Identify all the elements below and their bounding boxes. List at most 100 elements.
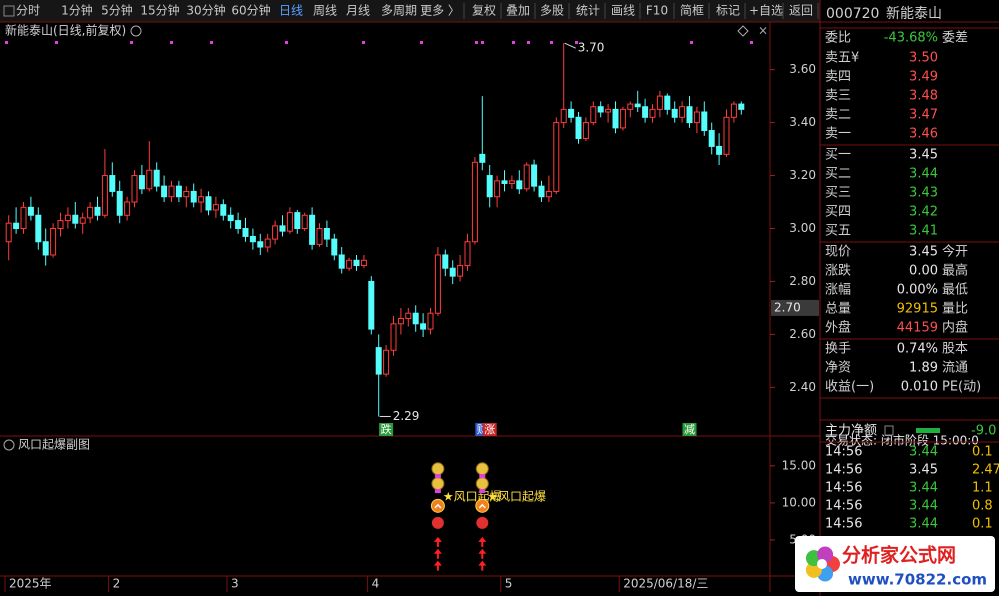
net-flow-value: -9.0 (971, 424, 996, 439)
candle-body (50, 228, 57, 256)
toolbar-button[interactable]: 周线 (313, 4, 337, 18)
event-badge[interactable] (682, 423, 697, 436)
red-arrow (478, 548, 487, 559)
annotation-label: 2.29 (393, 409, 420, 423)
candle-body (671, 108, 678, 118)
title-icon[interactable] (130, 25, 142, 37)
toolbar-button[interactable]: +自选 (749, 4, 783, 18)
toolbar-button[interactable]: 更多 〉 (420, 4, 460, 18)
signal-label: ★风口起爆 (487, 489, 546, 503)
close-icon[interactable]: × (758, 24, 768, 38)
toolbar-button[interactable]: 简框 (680, 4, 704, 18)
quote-value: 3.45 (909, 148, 938, 163)
toolbar-button[interactable]: 返回 (789, 4, 813, 18)
candle-body (101, 175, 108, 216)
logo-box (795, 536, 995, 592)
candle-body (464, 241, 471, 267)
net-flow-bar (916, 428, 940, 433)
toolbar-button[interactable]: 60分钟 (231, 3, 270, 18)
toolbar-button[interactable]: 分时 (16, 4, 40, 18)
menu-icon[interactable] (3, 5, 15, 17)
toolbar-button[interactable]: F10 (646, 4, 668, 18)
signal-dot (130, 41, 133, 44)
candle-body (294, 212, 301, 230)
candle-body (501, 180, 508, 184)
toolbar-button[interactable]: 日线 (279, 4, 303, 18)
candle-body (272, 225, 279, 240)
candle-body (597, 106, 604, 113)
quote-value: 3.42 (909, 205, 938, 220)
toolbar-button[interactable]: 画线 (611, 4, 635, 18)
event-label[interactable]: 跌 (381, 422, 392, 436)
quote-label: 总量 (825, 302, 851, 317)
candle-body (375, 347, 382, 375)
y-tick-label: 2.80 (789, 274, 816, 288)
candle-body (457, 265, 464, 277)
candle-body (568, 108, 575, 118)
candle-body (131, 175, 138, 203)
event-label[interactable]: 涨 (484, 423, 495, 436)
toolbar-button[interactable]: 叠加 (506, 4, 530, 18)
candle-body (190, 190, 197, 203)
toolbar-button[interactable]: 1分钟 (61, 3, 93, 18)
event-label[interactable]: 财 (477, 422, 488, 436)
event-badge[interactable] (379, 423, 394, 436)
toolbar-button[interactable]: 多周期 (381, 4, 417, 18)
candle-body (575, 116, 582, 139)
toolbar-button[interactable]: 复权 (472, 4, 496, 18)
toolbar-button[interactable]: 统计 (576, 4, 600, 18)
toolbar-button[interactable]: 5分钟 (101, 3, 133, 18)
quote-label: 买四 (825, 205, 851, 220)
candle-body (161, 185, 168, 198)
candle-body (390, 323, 397, 351)
buy-icon (431, 516, 444, 529)
signal-label: ★风口起爆 (443, 489, 502, 503)
red-arrow (433, 560, 442, 571)
toolbar-button[interactable]: 月线 (346, 4, 370, 18)
event-badge[interactable] (482, 423, 497, 436)
tick-price: 3.44 (909, 517, 938, 532)
candle-body (397, 318, 404, 325)
quote-value: 0.74% (897, 342, 938, 357)
x-tick-label: 4 (372, 577, 380, 591)
candle-body (508, 180, 515, 184)
candle-body (701, 111, 708, 132)
quote-value: 3.49 (909, 70, 938, 85)
candle-body (257, 241, 264, 248)
candle-body (634, 103, 641, 108)
signal-dot (420, 41, 423, 44)
candle-body (708, 130, 715, 147)
tick-price: 3.44 (909, 481, 938, 496)
quote-label: 买一 (825, 148, 851, 163)
quote-value: 3.45 (909, 245, 938, 260)
toolbar-button[interactable]: 标记 (716, 4, 740, 18)
signal-dot (55, 41, 58, 44)
candle-body (331, 238, 338, 256)
diamond-icon[interactable] (737, 25, 749, 37)
candle-body (449, 267, 456, 277)
logo-url: www.70822.com (848, 571, 987, 589)
quote-extra: 今开 (942, 244, 968, 260)
quote-extra: 流通 (942, 361, 968, 376)
quote-label: 卖三 (825, 89, 851, 104)
sub-title-icon[interactable] (3, 439, 15, 451)
event-label[interactable]: 减 (684, 423, 695, 436)
signal-mark (479, 489, 486, 494)
quote-label: 卖五¥ (825, 51, 859, 66)
red-arrow (478, 536, 487, 547)
candle-body (612, 108, 619, 129)
toolbar-button[interactable]: 多股 (540, 4, 564, 18)
candle-body (235, 220, 242, 230)
candle-body (738, 103, 745, 110)
candle-body (146, 169, 153, 190)
signal-dot (550, 41, 553, 44)
toolbar-button[interactable]: 15分钟 (140, 3, 179, 18)
signal-dot (527, 41, 530, 44)
signal-dot (481, 41, 484, 44)
status: 交易状态: 闭市阶段 15:00:0 (825, 433, 979, 448)
toolbar-button[interactable]: 30分钟 (186, 3, 225, 18)
quote-label: 涨跌 (825, 263, 851, 279)
net-flow-icon (884, 425, 894, 436)
